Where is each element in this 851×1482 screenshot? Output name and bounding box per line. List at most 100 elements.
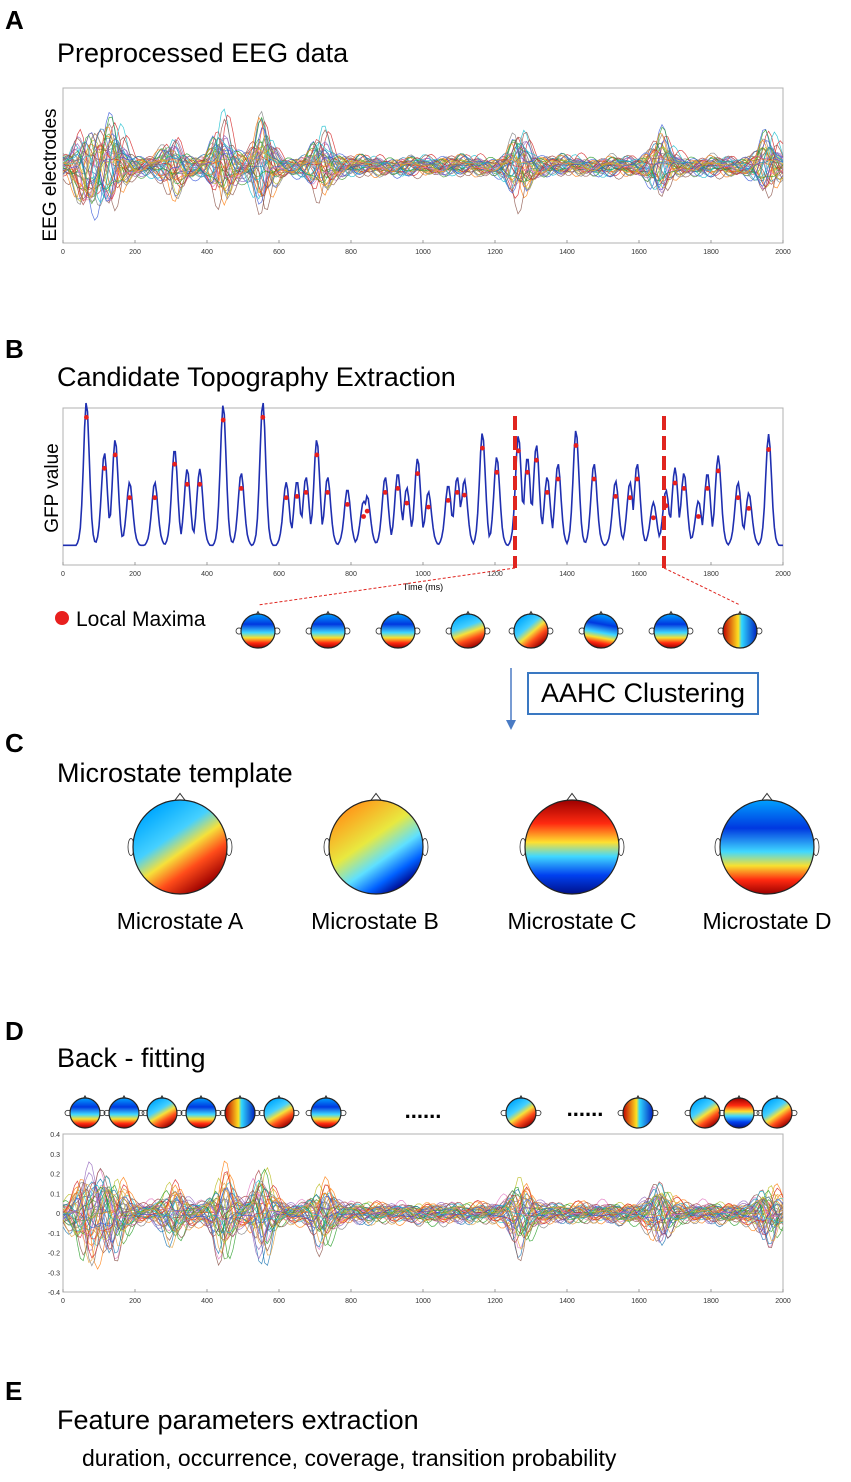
x-tick-label: 1000 [415,1298,431,1305]
panel-d-letter: D [5,1016,24,1046]
x-axis-label-b: Time (ms) [403,582,443,592]
x-tick-label: 1400 [559,571,575,578]
y-tick-label: -0.2 [48,1251,60,1258]
gfp-maximum [462,492,467,498]
eeg-trace [62,1182,783,1250]
eeg-trace [62,1167,784,1256]
y-tick-label: -0.4 [48,1290,60,1297]
x-tick-label: 1600 [631,249,647,256]
x-tick-label: 1200 [487,571,503,578]
y-axis-label-a: EEG electrodes [40,108,61,241]
eeg-traces-a [62,108,784,221]
gfp-maximum [525,469,530,475]
gfp-maximum [715,468,721,474]
x-axis-ticks-a: 0 200 400 600 800 1000 1200 1400 1600 1800 2000 [61,240,791,256]
x-tick-label: 1200 [487,249,503,256]
gfp-maximum [445,498,451,503]
x-tick-label: 1000 [415,571,431,578]
head-map [258,1094,300,1129]
panel-a-letter: A [5,5,24,35]
x-tick-label: 400 [201,249,213,256]
head-map [375,610,421,649]
gfp-maximum [573,443,579,448]
head-map [578,610,624,649]
gfp-maximum [172,461,178,467]
y-tick-label: 0.1 [50,1191,60,1198]
panel-b-title: Candidate Topography Extraction [57,362,456,392]
head-map [180,1094,222,1129]
gfp-maximum [152,495,158,501]
x-tick-label: 1400 [559,1298,575,1305]
x-tick-label: 1600 [631,571,647,578]
x-tick-label: 600 [273,1298,285,1305]
x-tick-label: 800 [345,249,357,256]
x-tick-label: 0 [61,249,65,256]
gfp-maximum [454,490,460,495]
eeg-trace [62,1187,784,1229]
eeg-trace [62,134,784,190]
panel-e-title: Feature parameters extraction [57,1405,419,1435]
eeg-trace [62,137,784,204]
head-map [219,1094,261,1129]
x-tick-label: 800 [345,1298,357,1305]
x-tick-label: 800 [345,571,357,578]
x-tick-label: 600 [273,571,285,578]
head-map [756,1094,798,1129]
gfp-maximum [672,480,678,486]
backfit-topographies [64,1094,798,1129]
gfp-maximum [494,469,500,475]
eeg-traces-d [62,1160,784,1270]
gfp-maximum [534,457,539,463]
gfp-maximum [681,486,687,491]
head-map [508,610,554,649]
gfp-maximum [766,447,771,452]
x-tick-label: 1800 [703,1298,719,1305]
gfp-maximum [627,495,633,501]
y-tick-label: 0.4 [50,1132,60,1139]
gfp-maximum [735,495,741,501]
gfp-maximum [705,486,710,491]
microstate-templates [127,792,820,895]
x-tick-label: 400 [201,1298,213,1305]
panel-e-subtitle: duration, occurrence, coverage, transiti… [82,1445,617,1471]
panel-d-title: Back - fitting [57,1043,206,1073]
gfp-maximum [426,504,431,510]
x-tick-label: 200 [129,571,141,578]
aahc-clustering-box: AAHC Clustering [527,672,760,715]
gfp-maximum [696,514,701,519]
head-map [718,1094,760,1129]
panel-b-letter: B [5,334,24,364]
microstate-a-label: Microstate A [116,908,244,934]
ellipsis-1: ...... [405,1098,442,1123]
head-map [714,792,820,895]
y-tick-label: -0.1 [48,1231,60,1238]
x-tick-label: 1800 [703,571,719,578]
gfp-maximum [102,465,107,471]
head-map [445,610,491,649]
legend-label: Local Maxima [76,608,206,631]
eeg-chart-d: 0 200 400 600 800 1000 1200 1400 1600 1800 2000 0.… [48,1132,791,1305]
eeg-chart-a: 0 200 400 600 800 1000 1200 1400 1600 1800 2000 EE… [40,87,791,256]
x-tick-label: 1000 [415,249,431,256]
gfp-maximum [634,476,640,482]
gfp-maximum [404,500,410,506]
gfp-maximum [651,515,656,521]
head-map [648,610,694,649]
panel-c-title: Microstate template [57,758,293,788]
x-tick-label: 2000 [775,571,791,578]
gfp-maximum [746,506,752,511]
gfp-maximum [361,514,366,519]
x-tick-label: 1400 [559,249,575,256]
y-axis-ticks-d: 0.4 0.3 0.2 0.1 0 -0.1 -0.2 -0.3 -0.4 [48,1132,60,1297]
gfp-maximum [303,490,309,495]
eeg-trace [62,1186,784,1245]
head-map [127,792,233,895]
head-map [519,792,625,895]
eeg-trace [62,127,784,221]
eeg-trace [62,149,784,194]
gfp-maximum [294,494,300,499]
zoom-line-left [257,567,516,606]
microstate-c-label: Microstate C [507,908,637,934]
gfp-maxima [84,414,771,521]
